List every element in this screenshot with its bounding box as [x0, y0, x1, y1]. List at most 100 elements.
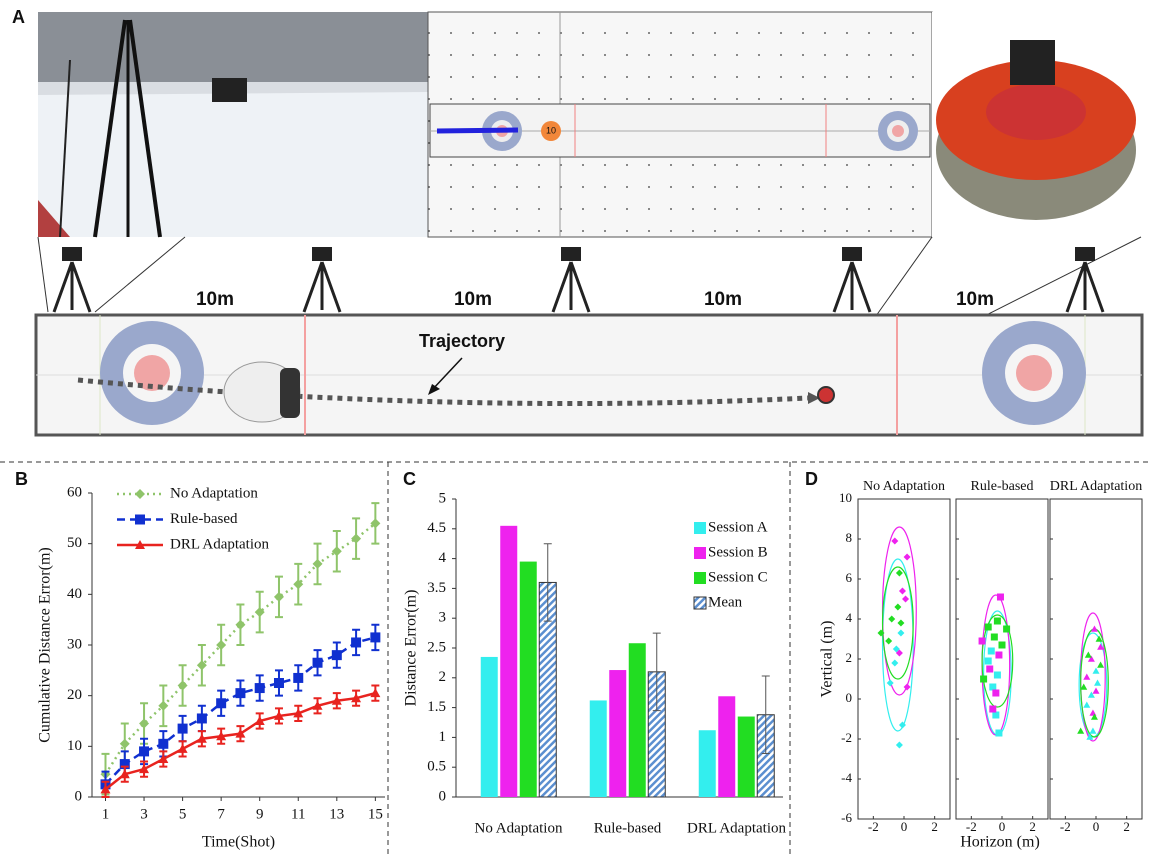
panel-label: A	[12, 7, 25, 27]
figure: A 1 0	[0, 0, 1152, 857]
y-tick-label: 6	[846, 570, 853, 585]
legend-swatch	[694, 547, 706, 559]
y-tick-label: 4.5	[427, 520, 446, 536]
marker	[891, 538, 898, 545]
y-axis-label: Cumulative Distance Error(m)	[37, 547, 54, 743]
y-tick-label: 20	[67, 687, 82, 703]
y-tick-label: 0	[846, 690, 853, 705]
distance-label: 10m	[956, 289, 994, 310]
subplot-title: DRL Adaptation	[1050, 479, 1142, 494]
legend-swatch	[694, 572, 706, 584]
camera	[1075, 247, 1095, 261]
x-tick-label: Rule-based	[594, 820, 662, 836]
marker	[332, 650, 342, 660]
legend-label: Rule-based	[170, 511, 238, 527]
marker	[139, 719, 149, 729]
x-tick-label: 15	[368, 806, 383, 822]
marker	[885, 638, 892, 645]
legend-label: Session C	[708, 569, 768, 585]
x-tick-label: 11	[291, 806, 305, 822]
marker	[887, 680, 894, 687]
subplot-title: No Adaptation	[863, 479, 945, 494]
x-tick-label: -2	[966, 819, 977, 834]
x-tick-label: 1	[102, 806, 110, 822]
confidence-ellipse	[1081, 629, 1109, 737]
marker	[902, 596, 909, 603]
y-tick-label: 4	[846, 610, 853, 625]
marker	[899, 588, 906, 595]
marker	[370, 688, 380, 697]
marker	[980, 676, 987, 683]
marker	[989, 706, 996, 713]
camera	[62, 247, 82, 261]
marker	[1089, 728, 1096, 734]
marker	[997, 594, 1004, 601]
x-axis-label: Time(Shot)	[202, 834, 275, 851]
panel-label: D	[805, 469, 818, 489]
marker	[293, 673, 303, 683]
photo-stone	[932, 12, 1141, 237]
marker	[989, 684, 996, 691]
marker	[896, 570, 903, 577]
marker	[313, 658, 323, 668]
subplot-title: Rule-based	[971, 479, 1034, 494]
x-tick-label: 3	[140, 806, 148, 822]
marker	[904, 684, 911, 691]
y-tick-label: 1	[439, 729, 447, 745]
marker	[891, 660, 898, 667]
marker	[994, 672, 1001, 679]
x-axis-label: Horizon (m)	[960, 834, 1040, 851]
marker	[897, 620, 904, 627]
marker	[1093, 688, 1100, 694]
y-tick-label: -6	[841, 810, 852, 825]
y-tick-label: 3.5	[427, 580, 446, 596]
marker	[985, 658, 992, 665]
marker	[995, 652, 1002, 659]
marker	[994, 618, 1001, 625]
x-tick-label: 0	[901, 819, 908, 834]
x-tick-label: -2	[868, 819, 879, 834]
marker	[988, 648, 995, 655]
marker	[888, 616, 895, 623]
x-tick-label: 0	[1093, 819, 1100, 834]
marker	[979, 638, 986, 645]
y-tick-label: 40	[67, 586, 82, 602]
y-tick-label: 2	[846, 650, 853, 665]
marker	[351, 534, 361, 544]
y-tick-label: 3	[439, 610, 447, 626]
marker	[235, 688, 245, 698]
marker	[178, 724, 188, 734]
legend-label: No Adaptation	[170, 485, 258, 501]
marker	[139, 746, 149, 756]
marker	[995, 730, 1002, 737]
marker	[1077, 728, 1084, 734]
y-tick-label: 50	[67, 535, 82, 551]
marker	[135, 489, 145, 499]
marker	[235, 620, 245, 630]
distance-label: 10m	[454, 289, 492, 310]
marker	[986, 666, 993, 673]
bar	[718, 696, 735, 797]
bar	[520, 562, 537, 797]
y-tick-label: 60	[67, 484, 82, 500]
y-tick-label: -4	[841, 770, 852, 785]
marker	[255, 683, 265, 693]
legend-swatch	[694, 522, 706, 534]
marker	[351, 637, 361, 647]
y-tick-label: -2	[841, 730, 852, 745]
tripod	[834, 262, 870, 312]
tripod	[553, 262, 589, 312]
marker	[197, 713, 207, 723]
legend-label: Mean	[708, 594, 743, 610]
marker	[370, 632, 380, 642]
bar	[699, 730, 716, 797]
camera	[561, 247, 581, 261]
marker	[274, 592, 284, 602]
y-tick-label: 8	[846, 530, 853, 545]
axes-frame	[956, 499, 1048, 819]
marker	[1085, 652, 1092, 658]
legend-swatch	[694, 597, 706, 609]
y-axis-label: Distance Error(m)	[403, 590, 420, 707]
marker	[1094, 680, 1101, 686]
x-tick-label: 2	[1029, 819, 1036, 834]
